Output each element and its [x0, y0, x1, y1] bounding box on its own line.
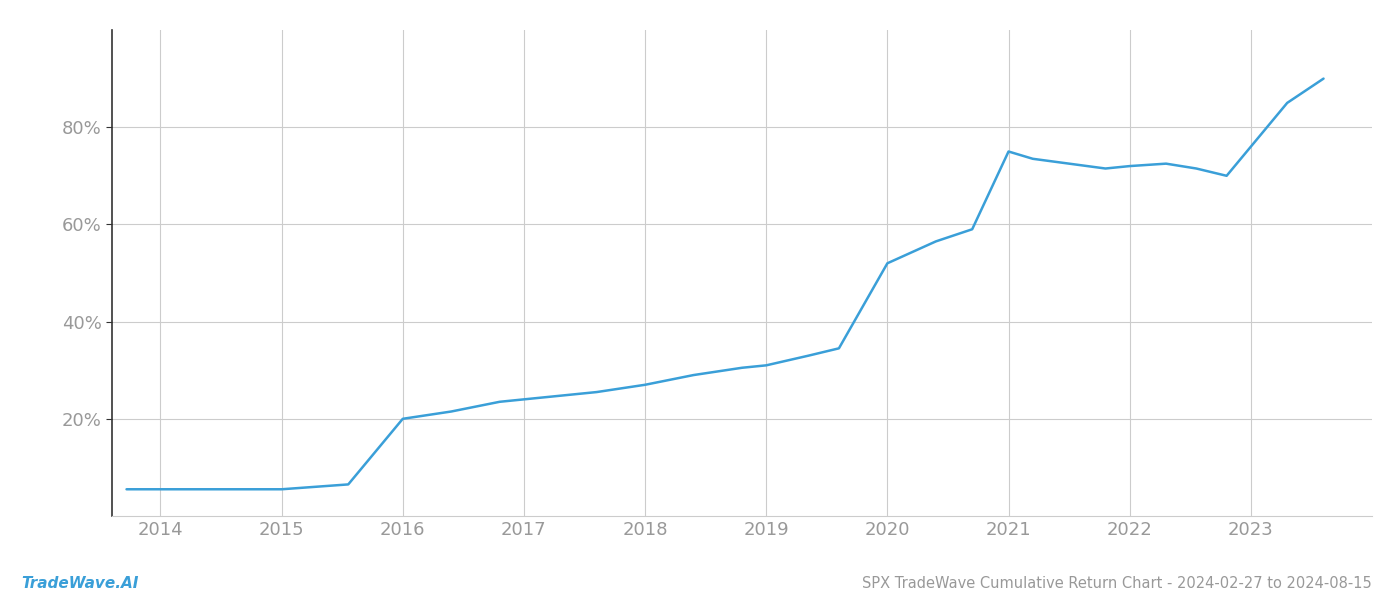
Text: SPX TradeWave Cumulative Return Chart - 2024-02-27 to 2024-08-15: SPX TradeWave Cumulative Return Chart - … [862, 576, 1372, 591]
Text: TradeWave.AI: TradeWave.AI [21, 576, 139, 591]
